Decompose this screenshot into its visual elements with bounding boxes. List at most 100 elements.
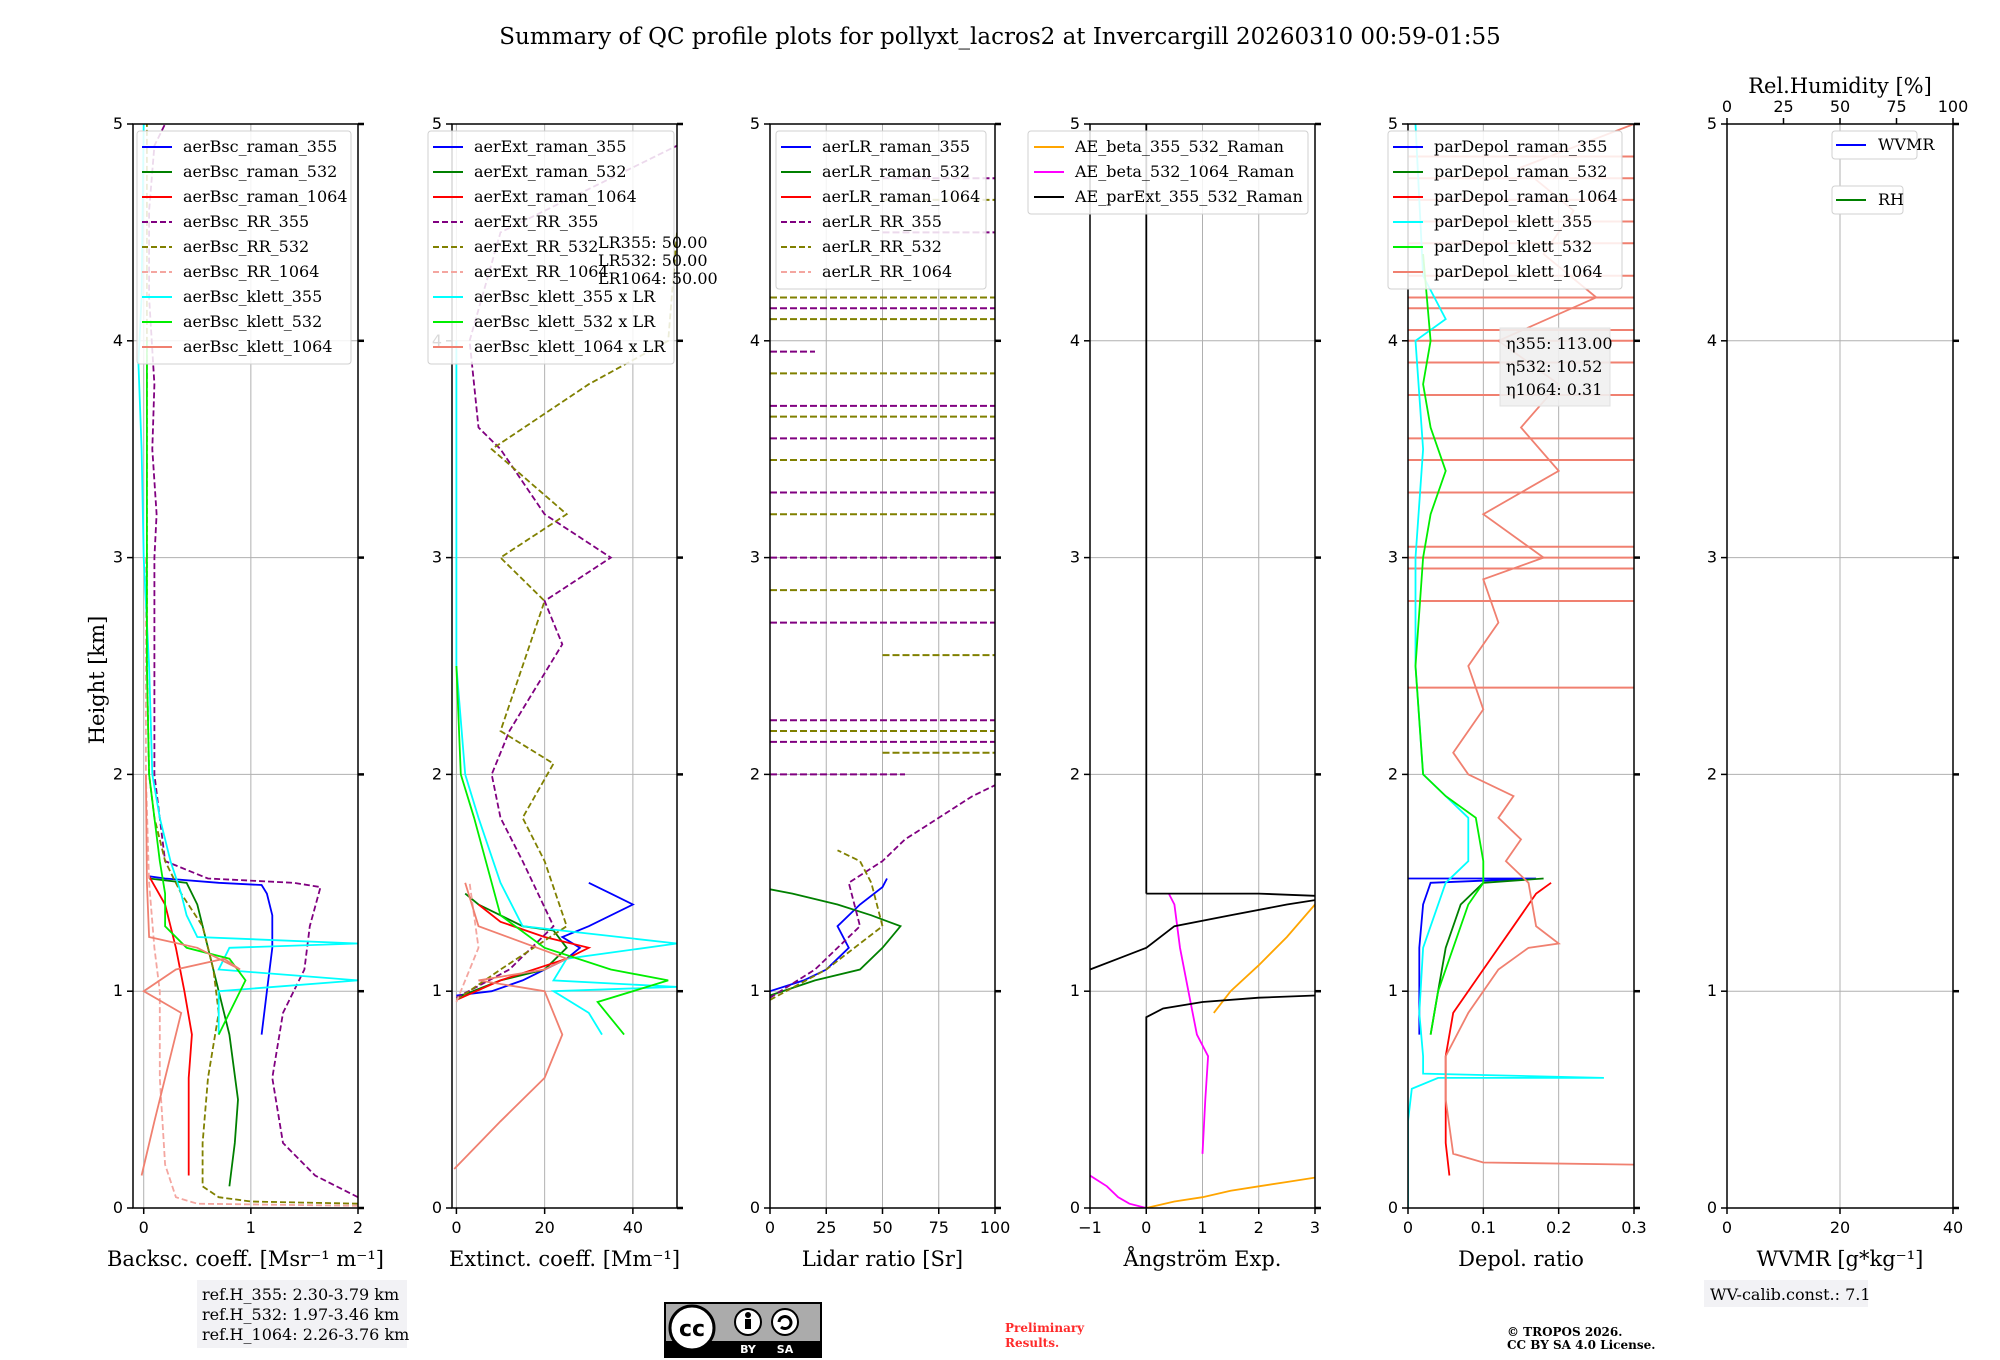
legend-box: [1387, 130, 1623, 290]
x-tick-label: 2: [353, 1218, 363, 1237]
y-tick-label: 1: [1707, 981, 1717, 1000]
y-tick-label: 0: [750, 1198, 760, 1217]
y-tick-label: 2: [1707, 764, 1717, 783]
x-axis-label: Ångström Exp.: [1123, 1246, 1282, 1271]
series-AE_beta_355_532_Raman: [1213, 903, 1315, 1014]
x-tick-label: 0: [765, 1218, 775, 1237]
y-tick-label: 3: [750, 548, 760, 567]
x-tick-label: 0: [139, 1218, 149, 1237]
legend-label: aerLR_RR_532: [822, 237, 942, 256]
legend-label: aerLR_raman_1064: [822, 187, 980, 206]
wv-calib-box: WV-calib.const.: 7.1: [1704, 1280, 1871, 1307]
legend-label: aerBsc_klett_355 x LR: [474, 287, 656, 306]
legend-label: aerBsc_raman_532: [183, 162, 337, 181]
y-tick-label: 5: [113, 114, 123, 133]
legend-label: aerLR_RR_355: [822, 212, 942, 231]
series-AE_beta_532_1064_Raman: [1167, 893, 1210, 1154]
legend-label: aerBsc_klett_1064 x LR: [474, 337, 666, 356]
legend-label: aerBsc_raman_1064: [183, 187, 348, 206]
legend-label: WVMR: [1878, 135, 1935, 154]
eta-2: η1064: 0.31: [1506, 380, 1602, 399]
legend-label: aerBsc_RR_355: [183, 212, 309, 231]
eta-background: [1499, 327, 1611, 407]
by-person-head: [745, 1312, 751, 1318]
ref-heights-box: ref.H_355: 2.30-3.79 km ref.H_532: 1.97-…: [197, 1280, 409, 1348]
license-line: CC BY SA 4.0 License.: [1507, 1338, 1655, 1352]
legend-label: parDepol_raman_1064: [1434, 187, 1618, 206]
x-tick-label: 0: [1722, 1218, 1732, 1237]
x-tick-label: 75: [929, 1218, 949, 1237]
y-tick-label: 0: [1070, 1198, 1080, 1217]
legend-label: RH: [1878, 190, 1904, 209]
panel-2: 02040012345Extinct. coeff. [Mm⁻¹]aerExt_…: [427, 114, 683, 1271]
ref-height-355: ref.H_355: 2.30-3.79 km: [202, 1285, 399, 1304]
y-tick-label: 2: [1388, 764, 1398, 783]
x-tick-label: 50: [872, 1218, 892, 1237]
x-tick-label: 3: [1310, 1218, 1320, 1237]
x-axis-label: Depol. ratio: [1458, 1247, 1584, 1271]
series-aerBsc_klett_1064: [140, 774, 241, 1176]
legend-label: aerBsc_klett_355: [183, 287, 322, 306]
eta-1: η532: 10.52: [1506, 357, 1602, 376]
legend-label: aerBsc_raman_355: [183, 137, 337, 156]
data-lines: [1090, 124, 1315, 1208]
legend-label: parDepol_raman_532: [1434, 162, 1607, 181]
panel-5: 0 0.1 0.2 0.3 0 1 2 3 4 5 Depol. ratio parDepol_ram…: [1387, 114, 1647, 1271]
x-axis-label: Lidar ratio [Sr]: [802, 1247, 963, 1271]
x-tick-label: 2: [1254, 1218, 1264, 1237]
top-tick-label: 25: [1773, 97, 1793, 116]
legend-label: aerBsc_klett_532: [183, 312, 322, 331]
top-tick-label: 0: [1722, 97, 1732, 116]
ref-height-532: ref.H_532: 1.97-3.46 km: [202, 1305, 399, 1324]
y-tick-label: 5: [432, 114, 442, 133]
series-aerLR_raman_355: [770, 878, 888, 993]
x-tick-label: 0: [1141, 1218, 1151, 1237]
series-AE_beta_355_532_Raman: [1146, 1176, 1315, 1208]
legend: aerExt_raman_355 aerExt_raman_532 aerExt_r…: [427, 130, 675, 365]
x-tick-label: 40: [623, 1218, 643, 1237]
panel-1: 0 1 2 0 1 2 3 4 5 Backsc. coeff. [Msr⁻¹ m⁻¹] aerBs…: [107, 114, 384, 1271]
legend-label: aerBsc_klett_1064: [183, 337, 332, 356]
y-tick-label: 3: [1707, 548, 1717, 567]
y-tick-label: 3: [432, 548, 442, 567]
wv-calib-background: [1704, 1280, 1868, 1307]
legend-label: aerExt_raman_355: [474, 137, 627, 156]
top-tick-label: 75: [1886, 97, 1906, 116]
series-parDepol_raman_532: [1429, 877, 1544, 1035]
x-tick-label: 0.3: [1621, 1218, 1646, 1237]
legend-box: [1027, 130, 1309, 215]
series-aerExt_raman_1064: [456, 903, 592, 1001]
legend-label: aerLR_raman_355: [822, 137, 970, 156]
y-tick-label: 1: [113, 981, 123, 1000]
legend-label: aerExt_RR_355: [474, 212, 598, 231]
by-person-body: [745, 1319, 751, 1329]
sa-arrow-icon: [777, 1315, 793, 1330]
series-aerLR_raman_532: [770, 888, 903, 997]
legend: aerLR_raman_355 aerLR_raman_532 aerLR_rama…: [775, 130, 987, 290]
legend-label: aerBsc_klett_532 x LR: [474, 312, 656, 331]
y-tick-label: 0: [432, 1198, 442, 1217]
y-tick-label: 0: [1707, 1198, 1717, 1217]
ref-height-1064: ref.H_1064: 2.26-3.76 km: [202, 1325, 409, 1344]
eta-0: η355: 113.00: [1506, 334, 1613, 353]
series-aerBsc_raman_532: [148, 877, 239, 1187]
legend-label: parDepol_klett_355: [1434, 212, 1592, 231]
eta-box: η355: 113.00 η532: 10.52 η1064: 0.31: [1499, 327, 1613, 407]
wv-calib-const: WV-calib.const.: 7.1: [1710, 1285, 1871, 1304]
series-aerBsc_klett_1064 x LR: [453, 882, 569, 1170]
y-tick-label: 3: [1388, 548, 1398, 567]
axes-frame: [451, 123, 678, 1209]
legend-label: parDepol_klett_1064: [1434, 262, 1603, 281]
legend: AE_beta_355_532_Raman AE_beta_532_1064_Ra…: [1027, 130, 1309, 215]
axes-frame: [1407, 123, 1635, 1209]
series-aerBsc_RR_1064: [145, 557, 358, 1207]
y-tick-label: 2: [750, 764, 760, 783]
series-AE_parExt_355_532_Raman: [1090, 899, 1315, 971]
y-tick-label: 2: [113, 764, 123, 783]
panel-6: 0 20 40 0 1 2 3 4 5 WVMR [g*kg⁻¹] 0 25 50 75 100 Rel.Hu…: [1707, 74, 1968, 1271]
series-AE_parExt_355_532_Raman: [1145, 994, 1315, 1208]
x-tick-label: 40: [1943, 1218, 1963, 1237]
y-tick-label: 3: [113, 548, 123, 567]
legend-label: aerLR_raman_532: [822, 162, 970, 181]
